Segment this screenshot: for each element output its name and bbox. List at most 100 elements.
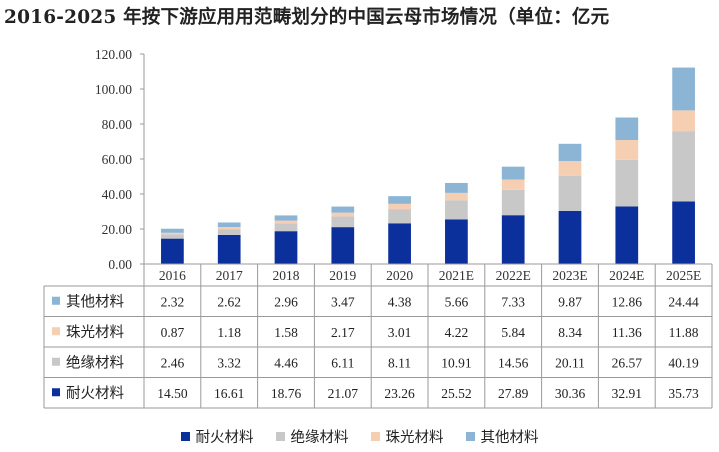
table-swatch-other: [52, 296, 60, 305]
legend-label: 其他材料: [480, 429, 539, 446]
y-tick-label: 120.00: [95, 47, 132, 62]
x-tick-label: 2019: [329, 268, 356, 283]
bar-other-2025E: [672, 67, 695, 111]
table-row-label: 绝缘材料: [66, 354, 124, 371]
table-swatch-pearlescent: [52, 327, 60, 336]
bar-refractory-2017: [217, 234, 241, 264]
bar-insulation-2018: [274, 223, 298, 232]
bar-other-2018: [274, 215, 298, 221]
table-swatch-insulation: [52, 357, 60, 366]
bar-insulation-2023E: [558, 175, 582, 211]
table-cell-value: 2.17: [331, 325, 355, 340]
legend-item-insulation: 绝缘材料: [275, 424, 349, 448]
table-cell-value: 2.32: [161, 294, 185, 309]
y-tick-label: 60.00: [102, 152, 133, 167]
table-cell-value: 2.62: [217, 294, 241, 309]
legend-swatch: [465, 431, 475, 441]
table-cell-value: 5.66: [445, 294, 469, 309]
table-cell-value: 2.96: [274, 294, 298, 309]
table-cell-value: 4.46: [274, 355, 298, 370]
legend-label: 耐火材料: [195, 429, 254, 446]
table-row-label: 耐火材料: [66, 385, 124, 402]
x-tick-label: 2020: [386, 268, 413, 283]
y-tick-label: 100.00: [95, 82, 132, 97]
legend-swatch: [370, 431, 380, 441]
table-row-label: 其他材料: [66, 293, 124, 310]
bar-refractory-2018: [274, 231, 298, 264]
bar-other-2021E: [445, 182, 468, 193]
legend-swatch: [275, 431, 285, 441]
bar-pearlescent-2018: [274, 220, 298, 224]
bar-insulation-2020: [388, 209, 411, 224]
table-cell-value: 3.32: [217, 355, 241, 370]
table-cell-value: 26.57: [612, 355, 643, 370]
table-cell-value: 1.58: [274, 325, 298, 340]
table-cell-value: 8.34: [558, 325, 582, 340]
bar-pearlescent-2020: [388, 203, 411, 210]
table-cell-value: 8.11: [388, 355, 411, 370]
bar-refractory-2022E: [501, 215, 525, 264]
bar-pearlescent-2023E: [558, 161, 582, 176]
y-tick-label: 40.00: [102, 187, 133, 202]
bar-other-2016: [161, 228, 184, 233]
table-cell-value: 14.50: [157, 386, 188, 401]
bar-insulation-2019: [331, 216, 355, 228]
table-cell-value: 3.01: [388, 325, 412, 340]
bar-pearlescent-2019: [331, 212, 355, 217]
legend-label: 绝缘材料: [290, 429, 349, 446]
table-cell-value: 0.87: [161, 325, 185, 340]
table-cell-value: 18.76: [271, 386, 302, 401]
bar-pearlescent-2017: [217, 227, 241, 230]
table-cell-value: 40.19: [668, 355, 699, 370]
table-cell-value: 3.47: [331, 294, 355, 309]
table-cell-value: 4.22: [445, 325, 469, 340]
bar-insulation-2024E: [615, 159, 639, 207]
table-cell-value: 11.36: [612, 325, 642, 340]
table-row-label: 珠光材料: [66, 324, 124, 341]
table-cell-value: 2.46: [161, 355, 185, 370]
table-cell-value: 32.91: [612, 386, 642, 401]
bar-other-2023E: [558, 143, 582, 162]
bar-refractory-2023E: [558, 210, 582, 264]
x-tick-label: 2016: [159, 268, 186, 283]
bar-refractory-2024E: [615, 206, 639, 264]
bar-insulation-2022E: [501, 189, 525, 216]
bar-pearlescent-2025E: [672, 110, 695, 132]
bar-refractory-2016: [161, 238, 184, 264]
x-tick-label: 2025E: [666, 268, 701, 283]
bar-insulation-2016: [161, 234, 184, 239]
table-cell-value: 35.73: [668, 386, 699, 401]
table-cell-value: 14.56: [498, 355, 529, 370]
bar-insulation-2017: [217, 229, 241, 235]
bar-pearlescent-2024E: [615, 140, 639, 160]
x-tick-label: 2021E: [439, 268, 474, 283]
table-cell-value: 20.11: [555, 355, 585, 370]
x-tick-label: 2022E: [496, 268, 531, 283]
bar-pearlescent-2022E: [501, 179, 525, 190]
bar-pearlescent-2021E: [445, 192, 468, 201]
table-cell-value: 7.33: [501, 294, 525, 309]
table-cell-value: 1.18: [217, 325, 241, 340]
x-tick-label: 2018: [273, 268, 300, 283]
bar-refractory-2021E: [445, 219, 468, 264]
bar-pearlescent-2016: [161, 232, 184, 235]
table-cell-value: 12.86: [612, 294, 643, 309]
table-cell-value: 10.91: [441, 355, 471, 370]
legend-label: 珠光材料: [385, 429, 444, 446]
bar-refractory-2020: [388, 223, 411, 264]
x-tick-label: 2017: [216, 268, 243, 283]
table-cell-value: 23.26: [384, 386, 415, 401]
chart-title: 2016-2025 年按下游应用用范畴划分的中国云母市场情况（单位：亿元: [4, 7, 610, 28]
legend-swatch: [180, 431, 190, 441]
table-cell-value: 30.36: [555, 386, 586, 401]
table-cell-value: 5.84: [501, 325, 525, 340]
bar-insulation-2021E: [445, 200, 468, 220]
table-cell-value: 25.52: [441, 386, 471, 401]
legend-item-other: 其他材料: [465, 424, 539, 448]
y-tick-label: 80.00: [102, 117, 133, 132]
table-swatch-refractory: [52, 388, 60, 397]
table-cell-value: 11.88: [669, 325, 699, 340]
chart-legend: 耐火材料 绝缘材料 珠光材料 其他材料: [0, 424, 719, 448]
table-cell-value: 6.11: [331, 355, 354, 370]
